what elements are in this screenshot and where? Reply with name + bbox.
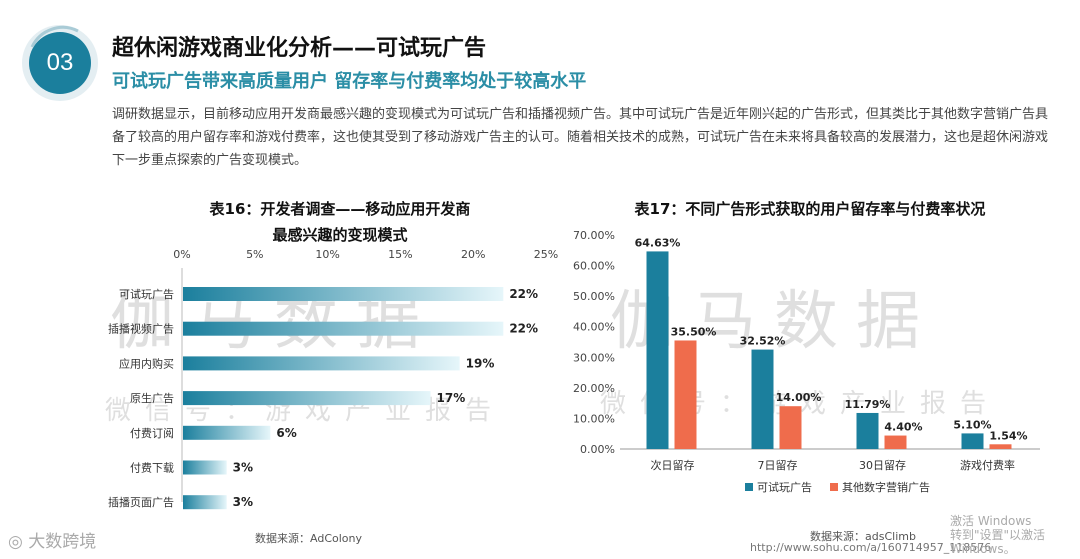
bar	[751, 349, 774, 449]
x-tick-label: 15%	[388, 248, 412, 261]
bar	[183, 287, 504, 301]
windows-line2: 转到"设置"以激活 Windows。	[950, 528, 1046, 556]
y-tick-label: 40.00%	[573, 321, 615, 334]
bar	[779, 406, 802, 449]
bar	[989, 444, 1012, 449]
bar	[183, 391, 431, 406]
y-tick-label: 60.00%	[573, 260, 615, 273]
bar	[183, 321, 504, 336]
y-tick-label: 0.00%	[580, 443, 615, 456]
intro-paragraph: 调研数据显示，目前移动应用开发商最感兴趣的变现模式为可试玩广告和插播视频广告。其…	[112, 107, 1049, 168]
bar	[961, 433, 984, 449]
legend-swatch	[830, 483, 838, 491]
category-label: 可试玩广告	[119, 288, 174, 301]
left-chart-title: 表16：开发者调查——移动应用开发商 最感兴趣的变现模式	[160, 196, 520, 248]
data-label: 14.00%	[776, 391, 822, 404]
category-label: 应用内购买	[119, 356, 174, 370]
data-label: 32.52%	[740, 335, 786, 348]
data-label: 19%	[466, 356, 495, 370]
data-label: 1.54%	[989, 429, 1027, 442]
windows-activation-notice: 激活 Windows 转到"设置"以激活 Windows。	[950, 514, 1080, 556]
data-label: 17%	[437, 391, 466, 405]
category-label: 30日留存	[859, 458, 906, 472]
left-chart-title-line1: 表16：开发者调查——移动应用开发商	[209, 200, 471, 218]
data-label: 3%	[233, 495, 253, 509]
legend-label: 可试玩广告	[757, 481, 812, 494]
data-label: 22%	[509, 322, 538, 336]
category-label: 付费订阅	[130, 427, 174, 440]
x-tick-label: 20%	[461, 248, 485, 261]
source-url: http://www.sohu.com/a/160714957_118576	[750, 541, 992, 554]
data-label: 64.63%	[635, 236, 681, 249]
bar	[646, 251, 669, 449]
y-tick-label: 20.00%	[573, 382, 615, 395]
category-label: 游戏付费率	[960, 458, 1015, 472]
category-label: 插播页面广告	[108, 495, 174, 509]
bar	[183, 495, 227, 510]
category-label: 付费下载	[130, 462, 174, 475]
section-number: 03	[46, 49, 74, 76]
bar	[674, 340, 697, 449]
x-tick-label: 5%	[246, 248, 263, 261]
bar	[884, 435, 907, 449]
corner-logo: ◎ 大数跨境	[8, 527, 96, 552]
right-chart-source: 数据来源：adsClimb	[810, 530, 916, 543]
data-label: 6%	[276, 426, 296, 440]
right-bar-chart: 0.00% 10.00% 20.00% 30.00% 40.00% 50.00% 60.00…	[573, 229, 1040, 494]
legend-swatch	[745, 483, 753, 491]
y-tick-label: 70.00%	[573, 229, 615, 242]
category-label: 原生广告	[130, 391, 174, 405]
x-tick-label: 10%	[315, 248, 339, 261]
data-label: 11.79%	[845, 398, 891, 411]
left-bar-chart: 0% 5% 10% 15% 20% 25% 可试玩广告 22% 插播视频广告 22% 应用内购买 19…	[108, 248, 558, 510]
y-tick-label: 30.00%	[573, 351, 615, 364]
page-subtitle: 可试玩广告带来高质量用户 留存率与付费率均处于较高水平	[112, 71, 587, 92]
section-badge	[22, 25, 98, 101]
x-tick-label: 25%	[534, 248, 558, 261]
data-label: 5.10%	[953, 418, 991, 431]
category-label: 插播视频广告	[108, 322, 174, 336]
left-chart-source: 数据来源：AdColony	[255, 532, 362, 545]
windows-line1: 激活 Windows	[950, 514, 1032, 528]
y-tick-label: 50.00%	[573, 290, 615, 303]
legend-label: 其他数字营销广告	[842, 480, 930, 494]
bar	[183, 356, 460, 371]
logo-icon: ◎	[8, 532, 29, 552]
category-label: 次日留存	[651, 458, 695, 472]
data-label: 3%	[233, 461, 253, 475]
bar	[183, 460, 227, 475]
page-title: 超休闲游戏商业化分析——可试玩广告	[112, 36, 487, 61]
left-chart-title-line2: 最感兴趣的变现模式	[272, 226, 408, 244]
data-label: 22%	[509, 287, 538, 301]
data-label: 35.50%	[671, 325, 717, 338]
category-label: 7日留存	[758, 458, 798, 472]
right-chart-title: 表17：不同广告形式获取的用户留存率与付费率状况	[634, 200, 986, 218]
bar	[183, 425, 271, 440]
x-tick-label: 0%	[173, 248, 190, 261]
bar	[856, 412, 879, 449]
y-tick-label: 10.00%	[573, 412, 615, 425]
logo-text: 大数跨境	[28, 532, 97, 552]
data-label: 4.40%	[884, 421, 922, 434]
